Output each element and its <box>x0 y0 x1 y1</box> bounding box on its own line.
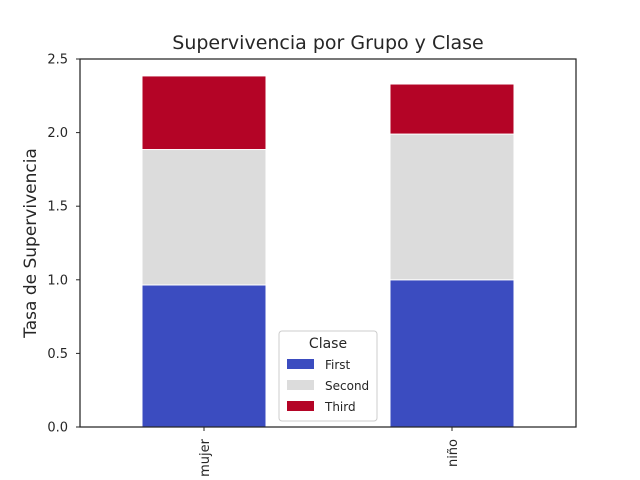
legend-box <box>278 330 378 422</box>
bar-mujer-second <box>141 149 267 286</box>
bars-group <box>141 75 515 428</box>
bar-nino-first <box>389 279 515 428</box>
legend-title: Clase <box>309 336 347 352</box>
bar-nino-third <box>389 83 515 135</box>
y-tick-label: 2.5 <box>47 53 68 68</box>
bar-mujer-third <box>141 75 267 151</box>
legend-swatch-third <box>287 401 314 411</box>
y-tick-label: 0.0 <box>47 421 68 436</box>
chart-title: Supervivencia por Grupo y Clase <box>172 32 483 54</box>
legend: Clase First Second Third <box>278 330 378 422</box>
y-tick-label: 1.0 <box>47 273 68 288</box>
legend-swatch-second <box>287 380 314 390</box>
legend-label-second: Second <box>325 379 369 393</box>
y-tick-label: 0.5 <box>47 347 68 362</box>
x-ticks: mujer niño <box>198 427 461 477</box>
y-tick-label: 2.0 <box>47 126 68 141</box>
legend-items: First Second Third <box>287 358 369 414</box>
plot-frame <box>79 58 577 428</box>
y-tick-label: 1.5 <box>47 200 68 215</box>
x-tick-label-nino: niño <box>446 439 461 467</box>
legend-swatch-first <box>287 359 314 369</box>
bar-mujer-first <box>141 284 267 428</box>
legend-label-first: First <box>325 358 351 372</box>
bar-nino-second <box>389 133 515 281</box>
legend-label-third: Third <box>324 400 356 414</box>
y-axis-label: Tasa de Supervivencia <box>21 148 41 339</box>
y-ticks: 0.0 0.5 1.0 1.5 2.0 2.5 <box>47 53 80 436</box>
x-tick-label-mujer: mujer <box>198 438 213 477</box>
